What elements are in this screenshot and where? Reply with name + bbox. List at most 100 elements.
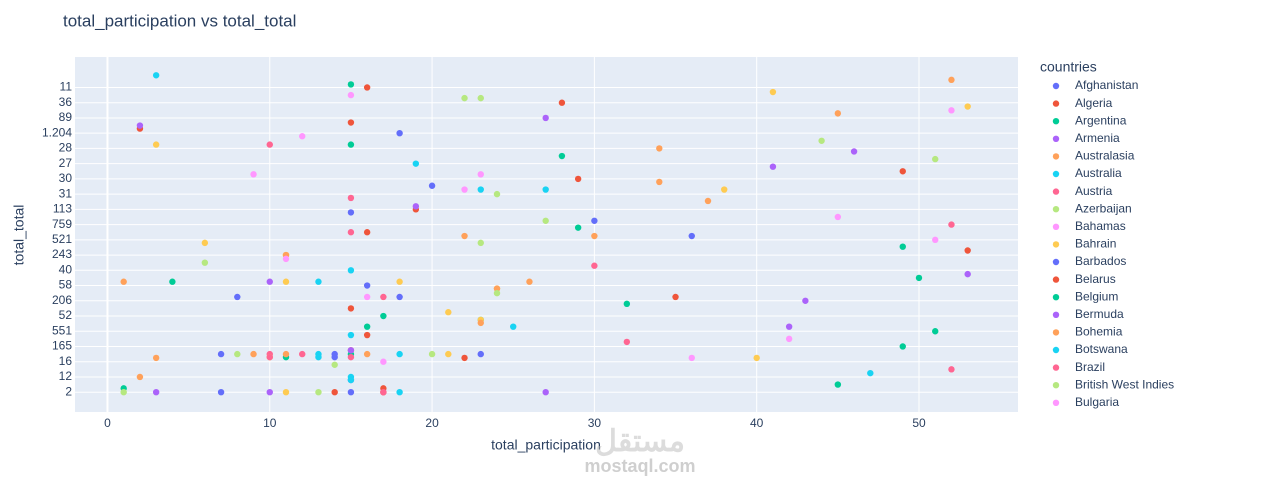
scatter-point xyxy=(363,350,371,358)
scatter-point xyxy=(753,354,760,362)
scatter-point xyxy=(477,94,484,102)
y-tick-label: 52 xyxy=(59,308,73,322)
legend-marker xyxy=(1052,399,1060,406)
scatter-point xyxy=(542,114,549,122)
scatter-point xyxy=(347,267,355,274)
scatter-point xyxy=(477,319,484,327)
scatter-point xyxy=(315,388,322,396)
legend-label: Belarus xyxy=(1075,272,1116,286)
scatter-point xyxy=(363,229,371,236)
scatter-point xyxy=(688,232,695,240)
legend-marker xyxy=(1052,382,1060,389)
scatter-point xyxy=(396,129,403,137)
scatter-point xyxy=(380,312,387,320)
scatter-point xyxy=(136,373,144,381)
scatter-point xyxy=(721,186,728,193)
legend-marker xyxy=(1052,82,1060,90)
scatter-point xyxy=(347,388,355,396)
scatter-point xyxy=(282,388,290,396)
scatter-point xyxy=(201,259,209,266)
scatter-point xyxy=(493,190,501,198)
x-tick-label: 40 xyxy=(750,416,764,430)
legend-label: Barbados xyxy=(1075,254,1126,268)
scatter-point xyxy=(363,323,371,330)
scatter-point xyxy=(234,350,241,358)
legend-marker xyxy=(1052,170,1060,178)
scatter-point xyxy=(591,232,598,240)
scatter-point xyxy=(266,278,273,285)
x-tick-label: 30 xyxy=(588,416,602,430)
scatter-point xyxy=(282,278,290,285)
legend-label: Azerbaijan xyxy=(1075,201,1132,215)
legend-marker xyxy=(1052,223,1060,230)
legend-label: Botswana xyxy=(1075,342,1128,356)
legend-label: Bahamas xyxy=(1075,219,1126,233)
scatter-point xyxy=(623,338,631,346)
chart-title: total_participation vs total_total xyxy=(63,11,296,30)
scatter-point xyxy=(574,175,582,183)
legend-marker xyxy=(1052,188,1060,195)
scatter-point xyxy=(964,247,971,254)
scatter-point xyxy=(363,84,371,91)
legend-label: Austria xyxy=(1075,184,1113,198)
scatter-point xyxy=(396,293,403,301)
legend-marker xyxy=(1052,294,1060,301)
scatter-point xyxy=(315,278,322,285)
legend-marker xyxy=(1052,364,1060,371)
scatter-point xyxy=(380,388,387,396)
legend-marker xyxy=(1052,206,1060,213)
scatter-point xyxy=(396,278,403,285)
scatter-point xyxy=(347,194,355,202)
x-tick-label: 0 xyxy=(104,416,111,430)
scatter-point xyxy=(899,243,906,250)
scatter-point xyxy=(396,350,403,358)
scatter-point xyxy=(266,353,273,361)
legend-label: Australia xyxy=(1075,166,1122,180)
legend-marker xyxy=(1052,153,1060,160)
x-axis-title: total_participation xyxy=(491,437,601,453)
scatter-point xyxy=(769,163,777,170)
scatter-point xyxy=(899,168,906,175)
legend-label: British West Indies xyxy=(1075,377,1174,391)
scatter-point xyxy=(915,274,923,282)
scatter-point xyxy=(250,350,257,358)
scatter-point xyxy=(428,182,436,189)
scatter-point xyxy=(932,328,939,335)
y-axis-title: total_total xyxy=(11,205,27,266)
scatter-point xyxy=(542,217,549,224)
x-tick-label: 50 xyxy=(912,416,926,430)
scatter-point xyxy=(363,282,371,289)
legend-marker xyxy=(1052,258,1060,266)
scatter-point xyxy=(347,209,355,216)
scatter-point xyxy=(347,305,355,312)
scatter-point xyxy=(347,347,355,354)
legend-marker xyxy=(1052,329,1060,336)
scatter-point xyxy=(266,141,273,148)
scatter-point xyxy=(282,255,290,263)
legend-label: Australasia xyxy=(1075,149,1135,163)
scatter-point xyxy=(299,350,306,358)
scatter-point xyxy=(932,236,939,244)
scatter-point xyxy=(363,293,371,301)
scatter-point xyxy=(785,323,793,330)
watermark: مستقل xyxy=(595,425,685,458)
scatter-point xyxy=(120,388,127,396)
x-tick-label: 20 xyxy=(425,416,439,430)
legend-marker xyxy=(1052,276,1060,283)
scatter-point xyxy=(217,350,225,358)
scatter-point xyxy=(315,353,322,361)
scatter-point xyxy=(380,293,387,301)
scatter-point xyxy=(461,354,468,362)
scatter-point xyxy=(704,197,712,205)
scatter-point xyxy=(347,376,355,384)
scatter-point xyxy=(396,388,403,396)
scatter-point xyxy=(331,361,338,368)
plot-area xyxy=(75,57,1018,412)
scatter-point xyxy=(282,350,290,358)
scatter-point xyxy=(412,160,420,167)
scatter-point xyxy=(347,353,355,361)
y-tick-label: 58 xyxy=(59,278,73,292)
scatter-point xyxy=(948,76,955,84)
y-tick-label: 206 xyxy=(52,293,72,307)
